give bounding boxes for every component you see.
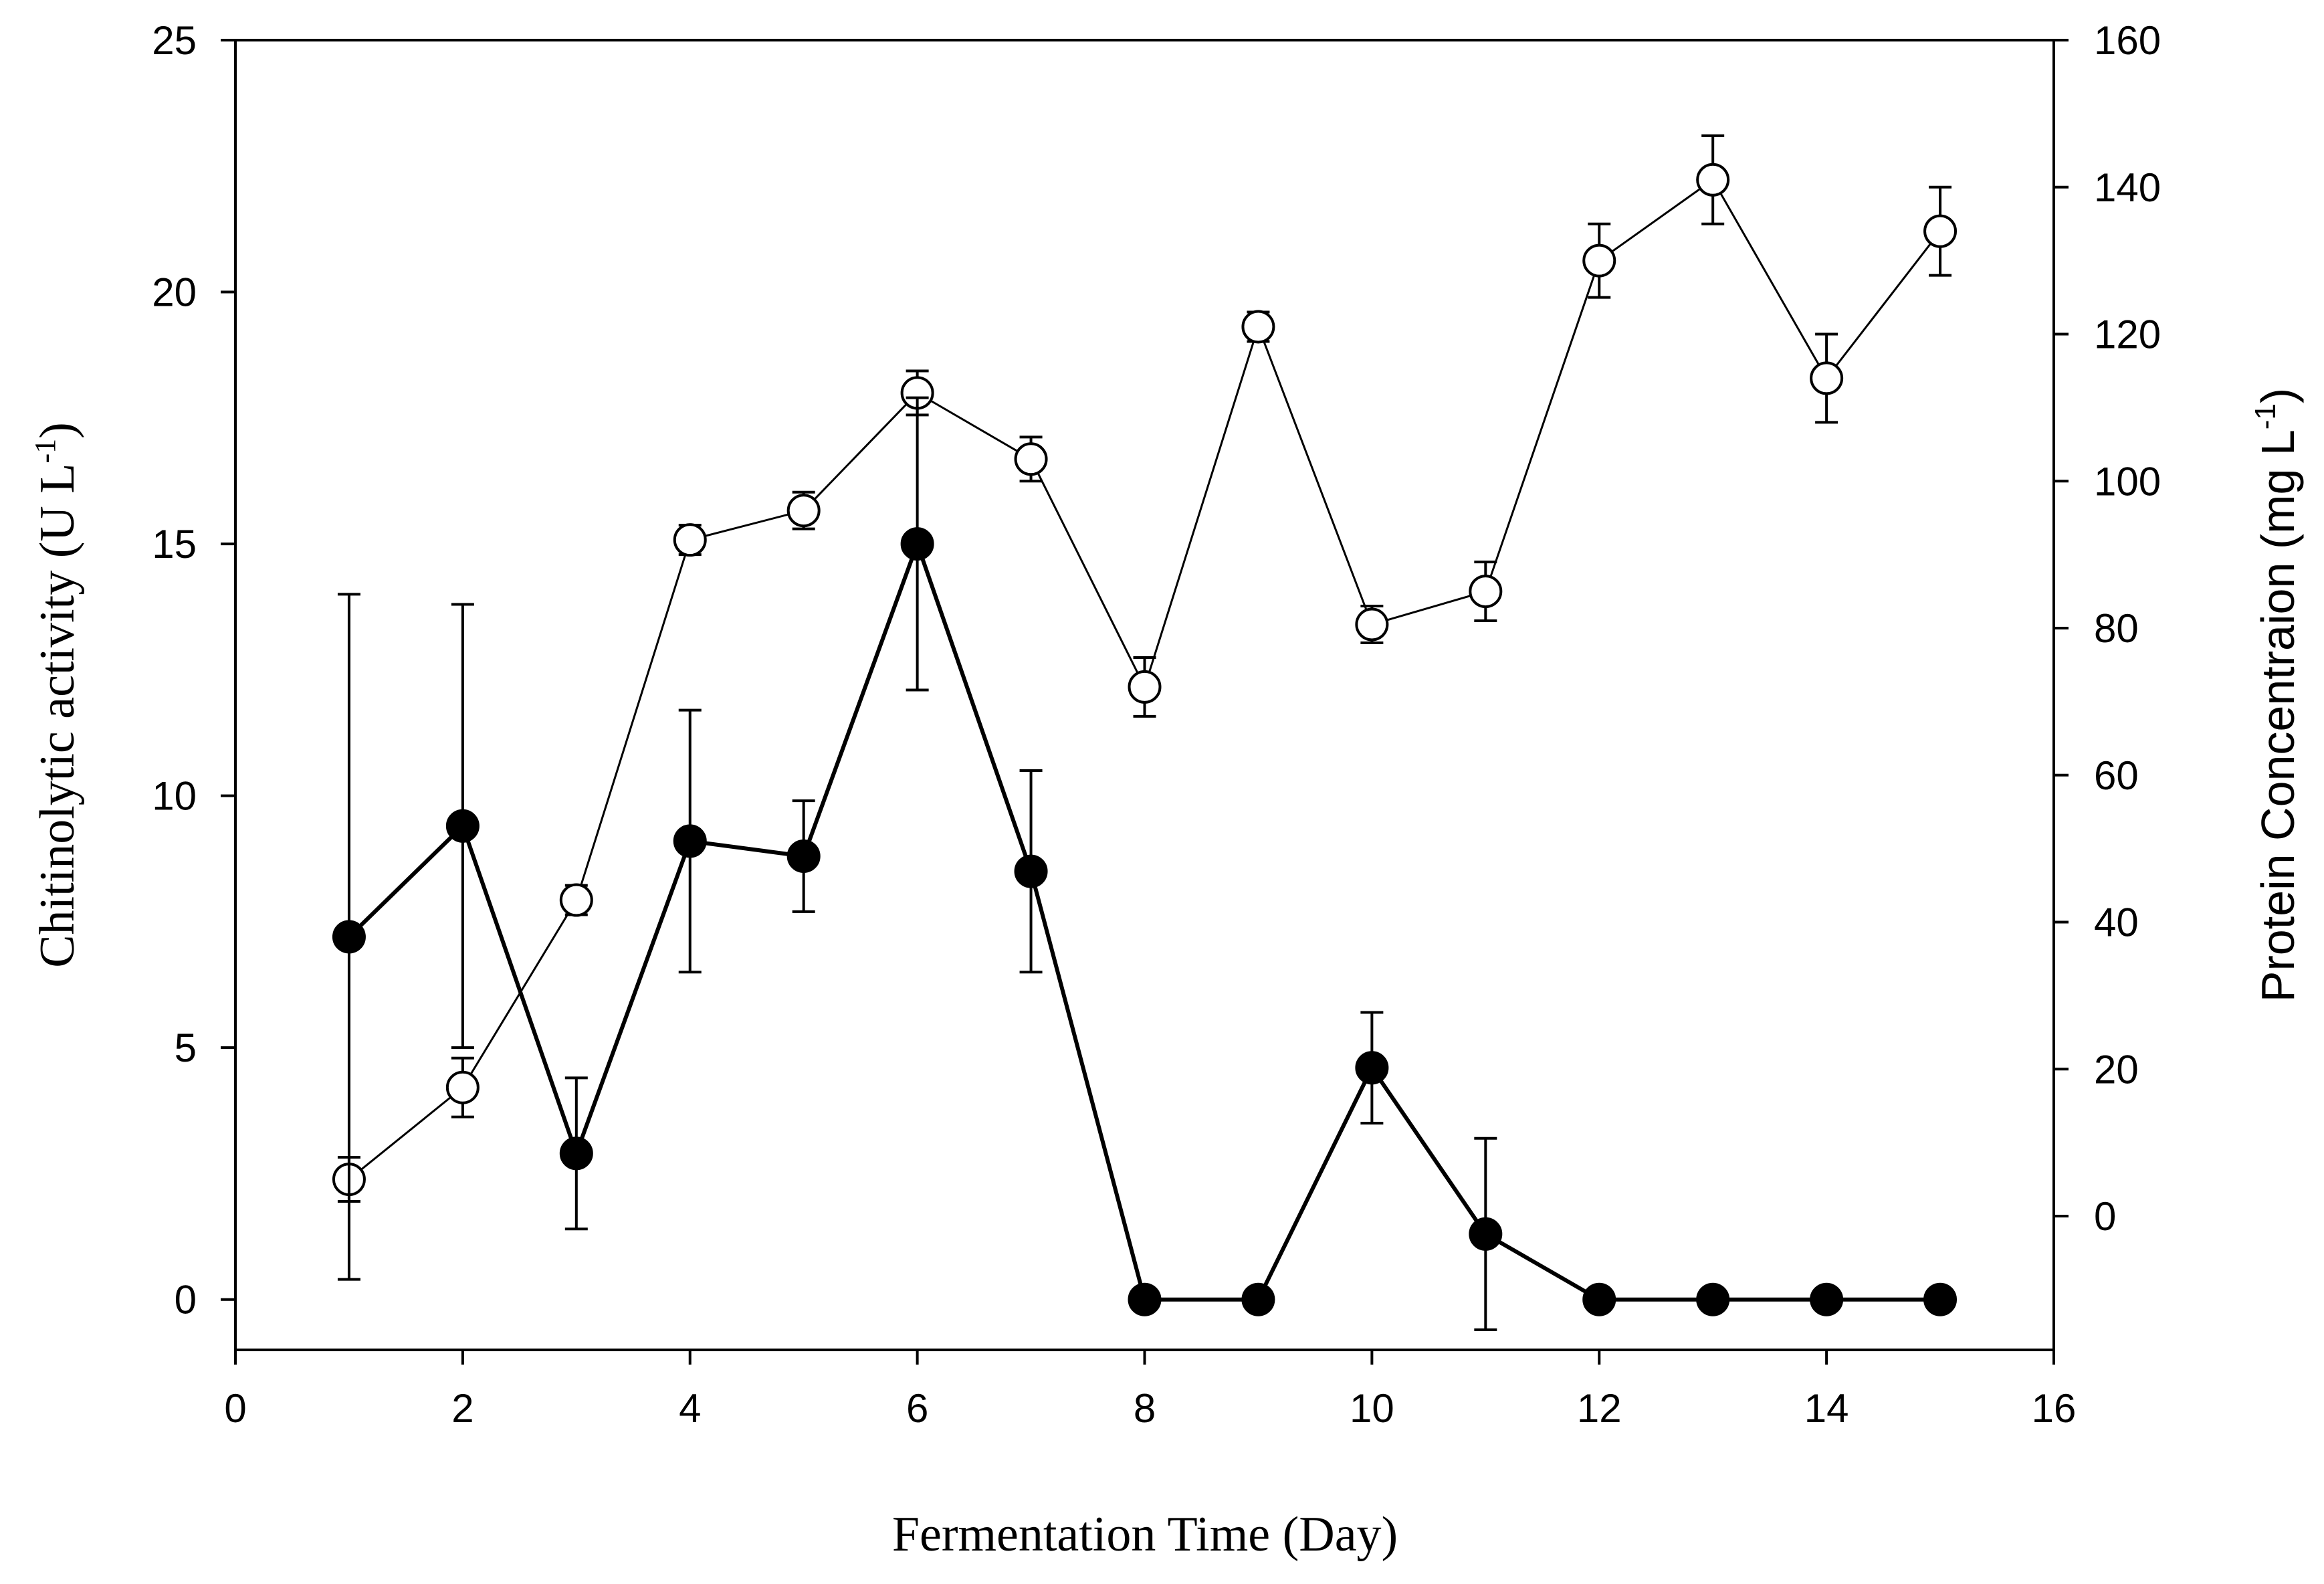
x-tick-label: 6 [906,1386,928,1431]
left-y-tick-label: 0 [175,1278,197,1322]
data-point [1469,575,1503,609]
right-y-tick-label: 40 [2094,900,2139,945]
right-y-tick-label: 20 [2094,1047,2139,1092]
right-y-axis-label-sup: -1 [2249,403,2282,429]
data-point [900,527,934,561]
right-y-axis-label: Protein Concentraion (mg L-1) [2249,388,2304,1002]
data-point [1696,1282,1730,1316]
data-point [673,523,707,557]
right-y-tick-label: 160 [2094,18,2161,63]
x-tick-label: 12 [1577,1386,1622,1431]
data-point [1810,1282,1844,1316]
data-point [1923,214,1958,248]
data-point [1014,442,1048,476]
data-point [786,494,821,528]
right-y-axis-label-main: Protein Concentraion (mg L [2252,429,2304,1002]
left-y-tick-label: 20 [152,270,197,315]
x-tick-label: 0 [224,1386,246,1431]
right-y-axis-ticks: 0 20 40 60 80 100 120 140 160 [2054,18,2161,1239]
data-point [1128,670,1162,704]
data-point [786,839,821,873]
series-layer [332,134,1958,1331]
left-y-tick-label: 5 [175,1025,197,1070]
x-axis-ticks: 0 2 4 6 8 10 12 14 16 [224,1350,2076,1431]
right-y-tick-label: 80 [2094,606,2139,651]
data-point [1014,854,1048,888]
data-point [673,824,707,858]
x-tick-label: 16 [2032,1386,2077,1431]
right-y-tick-label: 100 [2094,459,2161,504]
data-point [1241,1282,1275,1316]
left-y-axis-label: Chitinolytic activity (U L-1) [29,422,85,968]
data-point [1128,1282,1162,1316]
left-y-tick-label: 25 [152,18,197,63]
left-y-axis-label-main: Chitinolytic activity (U L [30,464,85,968]
data-point [1582,1282,1616,1316]
right-y-tick-label: 60 [2094,753,2139,798]
x-tick-label: 8 [1134,1386,1156,1431]
x-axis-label: Fermentation Time (Day) [892,1507,1398,1562]
left-y-axis-label-close: ) [30,422,85,439]
data-point [1241,310,1275,344]
data-point [1923,1282,1958,1316]
right-y-tick-label: 140 [2094,165,2161,210]
data-point [1696,163,1730,197]
right-y-tick-label: 0 [2094,1194,2116,1239]
left-y-axis-ticks: 0 5 10 15 20 25 [152,18,235,1322]
right-y-axis-label-close: ) [2252,388,2304,403]
x-tick-label: 4 [679,1386,701,1431]
series-chitinolytic-activity [332,396,1958,1331]
data-point [332,920,366,954]
x-tick-label: 10 [1350,1386,1394,1431]
data-point [1355,607,1389,641]
data-point [1469,1217,1503,1251]
right-y-tick-label: 120 [2094,312,2161,357]
x-tick-label: 14 [1804,1386,1849,1431]
data-point [445,809,480,843]
data-point [559,1136,593,1171]
data-point [559,883,593,917]
left-y-tick-label: 10 [152,774,197,819]
data-point [445,1070,480,1104]
data-point [1355,1051,1389,1085]
left-y-axis-label-sup: -1 [29,439,62,464]
left-y-tick-label: 15 [152,522,197,567]
data-point [1582,243,1616,278]
series-protein-concentraion [332,134,1958,1203]
x-tick-label: 2 [451,1386,473,1431]
data-point [1810,361,1844,395]
